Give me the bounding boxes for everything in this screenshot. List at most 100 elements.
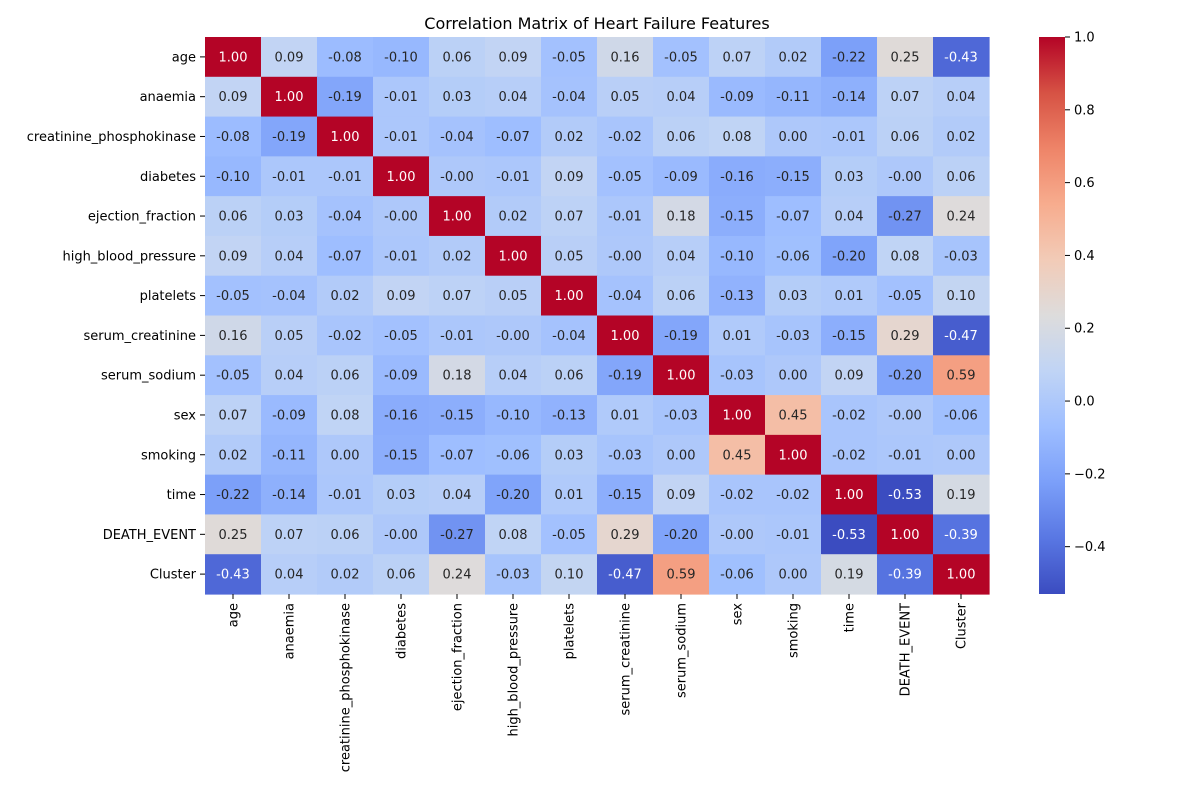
row-tick-label: anaemia (140, 90, 196, 105)
cell-value-label: -0.00 (440, 170, 474, 185)
cell-value-label: 0.59 (947, 369, 976, 384)
row-tick-label: ejection_fraction (88, 210, 196, 225)
cell-value-label: 0.45 (723, 448, 752, 463)
heatmap-cell (317, 315, 374, 356)
heatmap-cell (933, 355, 990, 396)
cell-value-label: -0.22 (832, 50, 866, 65)
colorbar-tick-label: −0.2 (1074, 467, 1106, 482)
cell-value-label: -0.09 (720, 90, 754, 105)
cell-value-label: 0.07 (219, 408, 248, 423)
colorbar-tick-label: 0.2 (1074, 322, 1095, 337)
heatmap-cell (765, 395, 822, 436)
cell-value-label: -0.01 (384, 130, 418, 145)
heatmap-cell (877, 37, 934, 78)
cell-value-label: 0.00 (779, 568, 808, 583)
heatmap-cell (933, 76, 990, 118)
cell-value-label: 0.09 (219, 249, 248, 264)
heatmap-cell (653, 275, 710, 317)
cell-value-label: 0.06 (555, 369, 584, 384)
heatmap-cell (709, 196, 766, 237)
cell-value-label: -0.08 (216, 130, 250, 145)
heatmap-cell (653, 355, 710, 396)
cell-value-label: -0.01 (496, 170, 530, 185)
heatmap-cell (317, 474, 374, 516)
heatmap-cell (541, 196, 598, 237)
cell-value-label: -0.01 (608, 210, 642, 225)
cell-value-label: -0.03 (776, 329, 810, 344)
cell-annotations: 1.00 0.09 -0.08 -0.10 0.06 0.09 -0.05 0.16 -0.05… (216, 50, 978, 582)
heatmap-cell (933, 275, 990, 317)
heatmap-cell (709, 156, 766, 197)
cell-value-label: 0.02 (331, 568, 360, 583)
heatmap-cell (541, 514, 598, 555)
heatmap-cell (709, 514, 766, 555)
cell-value-label: -0.14 (272, 488, 306, 503)
cell-value-label: 0.08 (891, 249, 920, 264)
cell-value-label: 0.04 (835, 210, 864, 225)
cell-value-label: 1.00 (499, 249, 528, 264)
heatmap-cell (261, 395, 318, 436)
column-tick-label: serum_sodium (675, 603, 690, 698)
heatmap-cell (261, 514, 318, 555)
heatmap-cell (429, 275, 486, 317)
cell-value-label: 0.04 (667, 249, 696, 264)
heatmap-cell (205, 434, 262, 476)
cell-value-label: -0.02 (328, 329, 362, 344)
heatmap-cell (541, 235, 598, 277)
heatmap-cell (261, 235, 318, 277)
cell-value-label: -0.20 (888, 369, 922, 384)
cell-value-label: 0.19 (947, 488, 976, 503)
cell-value-label: -0.39 (888, 568, 922, 583)
heatmap-cell (597, 434, 654, 476)
heatmap-cells (205, 37, 990, 595)
cell-value-label: 0.03 (275, 210, 304, 225)
cell-value-label: 0.05 (555, 249, 584, 264)
cell-value-label: 0.25 (219, 528, 248, 543)
cell-value-label: -0.15 (832, 329, 866, 344)
row-tick-label: diabetes (140, 170, 196, 185)
cell-value-label: 0.06 (667, 289, 696, 304)
cell-value-label: 0.06 (947, 170, 976, 185)
heatmap-cell (429, 315, 486, 356)
cell-value-label: -0.01 (440, 329, 474, 344)
cell-value-label: 0.06 (387, 568, 416, 583)
heatmap-cell (429, 116, 486, 157)
heatmap-cell (261, 554, 318, 595)
column-tick-label: anaemia (283, 603, 298, 659)
cell-value-label: 0.09 (555, 170, 584, 185)
row-tick-label: age (172, 50, 196, 65)
cell-value-label: -0.07 (496, 130, 530, 145)
cell-value-label: 0.04 (499, 369, 528, 384)
cell-value-label: -0.05 (384, 329, 418, 344)
cell-value-label: -0.20 (664, 528, 698, 543)
heatmap-cell (653, 76, 710, 118)
heatmap-cell (261, 76, 318, 118)
cell-value-label: 0.00 (331, 448, 360, 463)
column-tick-label: creatinine_phosphokinase (339, 603, 354, 772)
heatmap-cell (373, 434, 430, 476)
heatmap-cell (765, 196, 822, 237)
cell-value-label: 0.16 (611, 50, 640, 65)
heatmap-cell (317, 395, 374, 436)
heatmap-cell (597, 514, 654, 555)
heatmap-cell (317, 37, 374, 78)
heatmap-cell (877, 514, 934, 555)
cell-value-label: 0.01 (555, 488, 584, 503)
cell-value-label: 0.04 (275, 249, 304, 264)
cell-value-label: 0.09 (499, 50, 528, 65)
cell-value-label: -0.01 (328, 488, 362, 503)
heatmap-cell (541, 474, 598, 516)
cell-value-label: -0.03 (608, 448, 642, 463)
heatmap-cell (373, 116, 430, 157)
cell-value-label: -0.03 (664, 408, 698, 423)
cell-value-label: 0.03 (779, 289, 808, 304)
heatmap-cell (933, 474, 990, 516)
cell-value-label: 0.09 (667, 488, 696, 503)
cell-value-label: -0.13 (720, 289, 754, 304)
heatmap-cell (205, 275, 262, 317)
heatmap-cell (597, 116, 654, 157)
cell-value-label: -0.05 (552, 50, 586, 65)
heatmap-cell (597, 554, 654, 595)
heatmap-cell (317, 156, 374, 197)
cell-value-label: 0.04 (275, 369, 304, 384)
